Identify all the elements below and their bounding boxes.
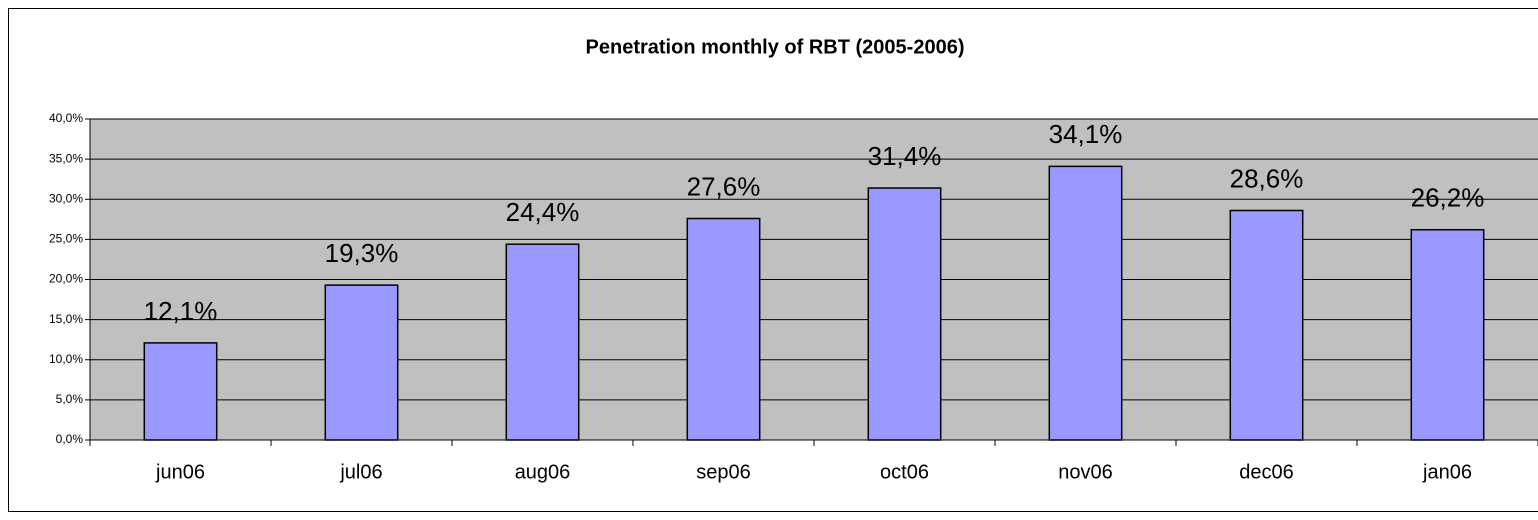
- y-tick-label: 10,0%: [49, 352, 83, 366]
- y-tick-label: 40,0%: [49, 111, 83, 125]
- x-tick-label: oct06: [880, 461, 929, 483]
- x-tick-label: aug06: [515, 461, 571, 483]
- data-label: 12,1%: [144, 296, 218, 326]
- y-tick-label: 30,0%: [49, 191, 83, 205]
- y-tick-label: 0,0%: [56, 432, 84, 446]
- y-tick-label: 15,0%: [49, 312, 83, 326]
- bar: [505, 243, 580, 441]
- x-tick-label: jul06: [339, 461, 382, 483]
- y-tick-label: 5,0%: [56, 392, 84, 406]
- y-tick-label: 35,0%: [49, 151, 83, 165]
- bar: [686, 217, 761, 441]
- chart-title: Penetration monthly of RBT (2005-2006): [586, 36, 965, 58]
- bar: [324, 284, 399, 441]
- bar: [1229, 209, 1304, 441]
- x-tick-label: dec06: [1239, 461, 1294, 483]
- bar: [1048, 165, 1123, 441]
- x-tick-label: sep06: [696, 461, 751, 483]
- data-label: 34,1%: [1049, 119, 1123, 149]
- x-tick-label: nov06: [1058, 461, 1113, 483]
- y-tick-label: 25,0%: [49, 232, 83, 246]
- bar: [1410, 228, 1485, 441]
- x-tick-label: jun06: [155, 461, 205, 483]
- data-label: 27,6%: [687, 171, 761, 201]
- x-tick-label: jan06: [1422, 461, 1472, 483]
- data-label: 19,3%: [325, 238, 399, 268]
- data-label: 28,6%: [1230, 163, 1304, 193]
- data-label: 31,4%: [868, 141, 942, 171]
- bar: [143, 342, 218, 441]
- y-tick-label: 20,0%: [49, 272, 83, 286]
- bar: [867, 187, 942, 441]
- data-label: 26,2%: [1411, 183, 1485, 213]
- data-label: 24,4%: [506, 197, 580, 227]
